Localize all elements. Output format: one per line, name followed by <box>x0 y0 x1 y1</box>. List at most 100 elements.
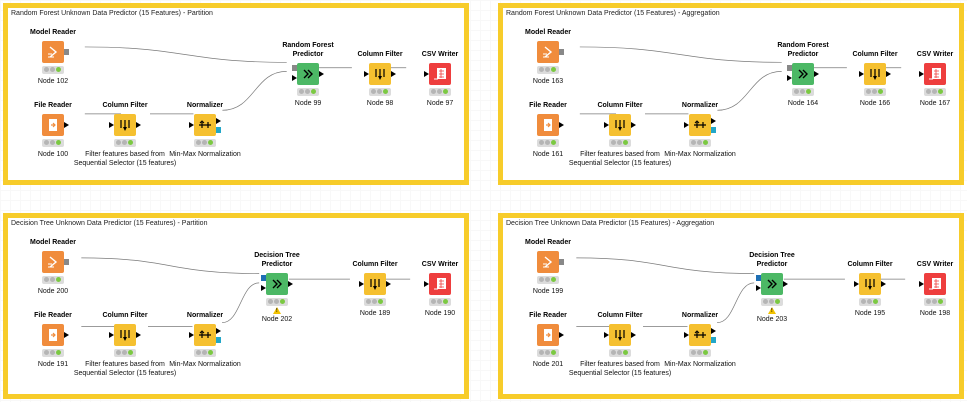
node-normalizer[interactable]: Normalizer Min-Max Normalization <box>160 311 250 401</box>
node-name-label[interactable]: Node 189 <box>359 310 391 317</box>
data-output-port[interactable] <box>559 332 564 338</box>
node-normalizer[interactable]: Normalizer Min-Max Normalization <box>160 101 250 191</box>
filter-icon[interactable] <box>609 324 631 346</box>
data-input-port[interactable] <box>756 285 761 291</box>
data-output-port[interactable] <box>64 332 69 338</box>
node-name-label[interactable]: Node 167 <box>919 100 951 107</box>
node-column-filter-2[interactable]: Column Filter Node 195 <box>825 258 915 348</box>
wire-model-to-predictor[interactable] <box>84 46 287 63</box>
csv-writer-icon[interactable] <box>924 63 946 85</box>
model-output-port[interactable] <box>559 259 564 265</box>
data-input-port[interactable] <box>292 75 297 81</box>
node-name-label[interactable]: Node 201 <box>532 361 564 368</box>
node-model-reader[interactable]: Model Reader Node 199 <box>503 238 593 328</box>
data-input-port[interactable] <box>109 122 114 128</box>
node-column-filter-1[interactable]: Column Filter Filter features based from … <box>74 311 176 401</box>
node-name-label[interactable]: Node 99 <box>294 100 322 107</box>
node-file-reader[interactable]: File Reader Node 191 <box>8 311 98 401</box>
filter-icon[interactable] <box>369 63 391 85</box>
node-name-label[interactable]: Node 97 <box>426 100 454 107</box>
data-input-port[interactable] <box>189 332 194 338</box>
data-output-port[interactable] <box>711 118 716 124</box>
data-input-port[interactable] <box>604 122 609 128</box>
file-reader-icon[interactable] <box>42 324 64 346</box>
data-output-port[interactable] <box>136 332 141 338</box>
workflow-annotation-4[interactable]: Decision Tree Unknown Data Predictor (15… <box>498 213 964 399</box>
workflow-annotation-2[interactable]: Random Forest Unknown Data Predictor (15… <box>498 3 964 185</box>
data-output-port[interactable] <box>814 71 819 77</box>
node-name-label[interactable]: Node 100 <box>37 151 69 158</box>
data-input-port[interactable] <box>189 122 194 128</box>
file-reader-icon[interactable] <box>537 324 559 346</box>
node-name-label[interactable]: Node 202 <box>261 316 293 323</box>
data-input-port[interactable] <box>109 332 114 338</box>
data-output-port[interactable] <box>64 122 69 128</box>
model-reader-icon[interactable] <box>42 41 64 63</box>
model-input-port[interactable] <box>261 275 266 281</box>
node-file-reader[interactable]: File Reader Node 201 <box>503 311 593 401</box>
data-input-port[interactable] <box>854 281 859 287</box>
file-reader-icon[interactable] <box>537 114 559 136</box>
node-name-label[interactable]: Min-Max Normalization <box>664 151 736 158</box>
node-file-reader[interactable]: File Reader Node 161 <box>503 101 593 191</box>
filter-icon[interactable] <box>609 114 631 136</box>
data-output-port[interactable] <box>631 122 636 128</box>
normalizer-icon[interactable] <box>194 114 216 136</box>
data-input-port[interactable] <box>424 281 429 287</box>
predictor-icon[interactable] <box>792 63 814 85</box>
node-normalizer[interactable]: Normalizer Min-Max Normalization <box>655 101 745 191</box>
node-model-reader[interactable]: Model Reader Node 102 <box>8 28 98 118</box>
data-input-port[interactable] <box>684 122 689 128</box>
data-output-port[interactable] <box>386 281 391 287</box>
node-name-label[interactable]: Min-Max Normalization <box>664 361 736 368</box>
node-name-label[interactable]: Min-Max Normalization <box>169 361 241 368</box>
node-name-label[interactable]: Node 163 <box>532 78 564 85</box>
node-column-filter-2[interactable]: Column Filter Node 166 <box>830 48 920 138</box>
data-output-port[interactable] <box>881 281 886 287</box>
node-predictor[interactable]: Random Forest Predictor Node 99 <box>263 38 353 128</box>
normalizer-icon[interactable] <box>689 114 711 136</box>
model-input-port[interactable] <box>787 65 792 71</box>
node-column-filter-1[interactable]: Column Filter Filter features based from … <box>569 101 671 191</box>
csv-writer-icon[interactable] <box>429 273 451 295</box>
node-name-label[interactable]: Node 200 <box>37 288 69 295</box>
node-name-label[interactable]: Filter features based from Sequential Se… <box>568 361 672 377</box>
data-input-port[interactable] <box>859 71 864 77</box>
node-csv-writer[interactable]: CSV Writer Node 167 <box>890 48 967 138</box>
model-output-port[interactable] <box>559 49 564 55</box>
data-output-port[interactable] <box>216 328 221 334</box>
pmml-output-port[interactable] <box>216 337 221 343</box>
data-output-port[interactable] <box>559 122 564 128</box>
warning-icon[interactable]: ! <box>768 307 776 314</box>
data-output-port[interactable] <box>783 281 788 287</box>
data-output-port[interactable] <box>711 328 716 334</box>
workflow-annotation-1[interactable]: Random Forest Unknown Data Predictor (15… <box>3 3 469 185</box>
predictor-icon[interactable] <box>297 63 319 85</box>
data-output-port[interactable] <box>319 71 324 77</box>
node-name-label[interactable]: Node 190 <box>424 310 456 317</box>
warning-icon[interactable]: ! <box>273 307 281 314</box>
model-output-port[interactable] <box>64 259 69 265</box>
data-input-port[interactable] <box>919 71 924 77</box>
file-reader-icon[interactable] <box>42 114 64 136</box>
predictor-icon[interactable] <box>266 273 288 295</box>
data-input-port[interactable] <box>919 281 924 287</box>
node-name-label[interactable]: Node 195 <box>854 310 886 317</box>
node-column-filter-1[interactable]: Column Filter Filter features based from … <box>74 101 176 191</box>
node-name-label[interactable]: Filter features based from Sequential Se… <box>73 151 177 167</box>
data-input-port[interactable] <box>364 71 369 77</box>
data-output-port[interactable] <box>886 71 891 77</box>
csv-writer-icon[interactable] <box>429 63 451 85</box>
normalizer-icon[interactable] <box>194 324 216 346</box>
pmml-output-port[interactable] <box>216 127 221 133</box>
node-name-label[interactable]: Node 199 <box>532 288 564 295</box>
node-predictor[interactable]: Random Forest Predictor Node 164 <box>758 38 848 128</box>
data-output-port[interactable] <box>391 71 396 77</box>
node-file-reader[interactable]: File Reader Node 100 <box>8 101 98 191</box>
node-name-label[interactable]: Filter features based from Sequential Se… <box>568 151 672 167</box>
node-csv-writer[interactable]: CSV Writer Node 198 <box>890 258 967 348</box>
node-predictor[interactable]: Decision Tree Predictor! Node 203 <box>727 248 817 338</box>
data-input-port[interactable] <box>424 71 429 77</box>
csv-writer-icon[interactable] <box>924 273 946 295</box>
